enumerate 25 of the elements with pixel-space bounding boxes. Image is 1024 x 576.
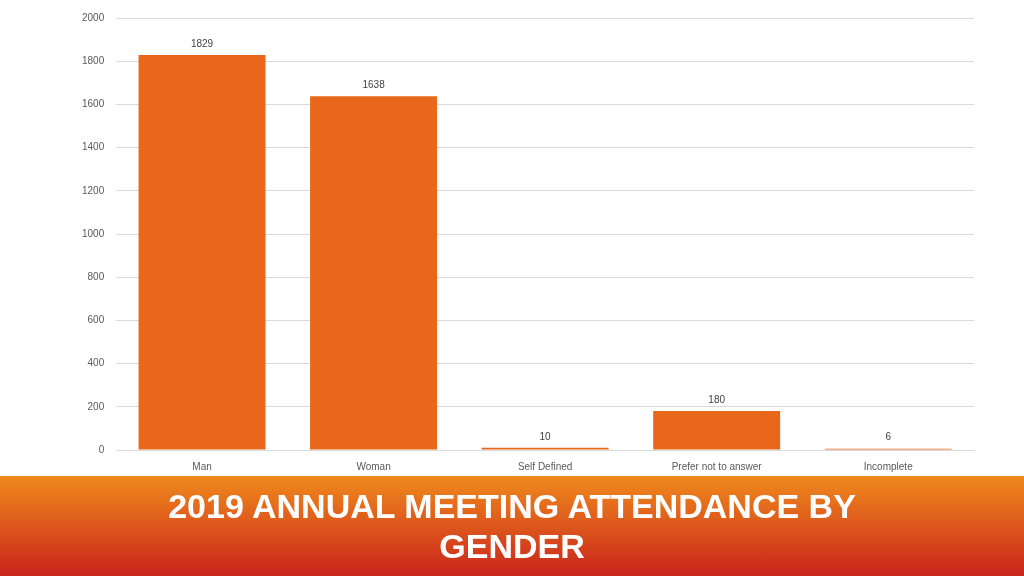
y-tick-label: 200 xyxy=(87,400,105,412)
x-tick-label: Man xyxy=(192,460,212,472)
x-tick-label: Incomplete xyxy=(863,460,914,472)
y-tick-label: 0 xyxy=(98,443,105,455)
y-tick-label: 1600 xyxy=(82,98,105,110)
data-label: 180 xyxy=(708,393,726,405)
y-tick-label: 1400 xyxy=(82,141,105,153)
y-tick-label: 800 xyxy=(87,270,105,282)
x-tick-label: Woman xyxy=(356,460,391,472)
text: 2019 ANNUAL MEETING ATTENDANCE BY GENDER xyxy=(167,486,857,566)
bar xyxy=(653,411,781,450)
y-tick-label: 1000 xyxy=(82,227,105,239)
y-tick-label: 1200 xyxy=(82,184,105,196)
y-tick-label: 600 xyxy=(87,314,105,326)
data-label: 1638 xyxy=(362,78,386,90)
data-label: 6 xyxy=(885,431,892,443)
bar xyxy=(310,96,438,450)
data-label: 1829 xyxy=(190,37,214,49)
y-tick-label: 2000 xyxy=(82,11,105,23)
y-tick-label: 1800 xyxy=(82,54,105,66)
y-tick-label: 400 xyxy=(87,357,105,369)
x-tick-label: Prefer not to answer xyxy=(671,460,763,472)
bar xyxy=(138,54,266,450)
x-tick-label: Self Defined xyxy=(517,460,573,472)
data-label: 10 xyxy=(539,430,552,442)
